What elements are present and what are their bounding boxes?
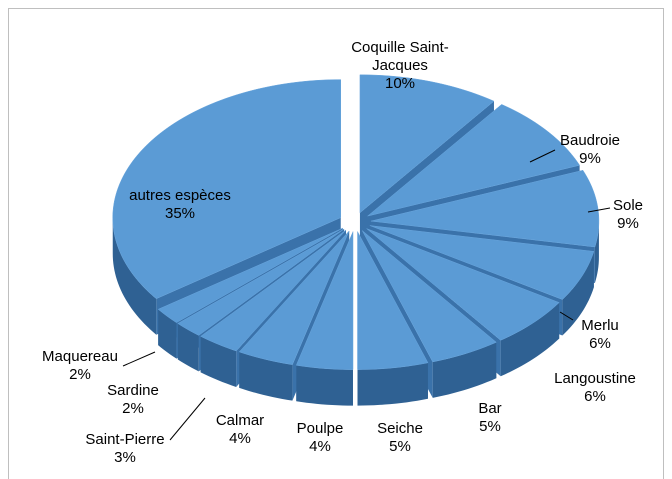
data-label: Baudroie 9% xyxy=(560,132,620,168)
label-name: Seiche xyxy=(377,420,423,437)
leader-line xyxy=(559,311,574,321)
data-label: Sole 9% xyxy=(613,197,643,233)
slice-top xyxy=(177,228,345,336)
slice-top xyxy=(295,231,354,370)
slice-top xyxy=(367,104,581,217)
slice-top xyxy=(238,230,350,365)
slice-top xyxy=(362,230,497,363)
slice-side xyxy=(200,336,237,387)
label-name: Sardine xyxy=(107,382,159,399)
label-value: 5% xyxy=(479,418,501,435)
slice-top xyxy=(157,227,343,323)
leader-line xyxy=(529,149,556,163)
data-label: Maquereau 2% xyxy=(42,348,118,384)
label-name: Saint-Pierre xyxy=(85,431,165,448)
label-value: 35% xyxy=(164,205,196,222)
label-value: 6% xyxy=(584,388,606,405)
data-label: Poulpe 4% xyxy=(297,420,344,456)
label-value: 6% xyxy=(589,335,611,352)
slice-side xyxy=(357,362,428,406)
slice-side xyxy=(562,251,594,336)
slice-side xyxy=(158,309,177,359)
label-name: Langoustine xyxy=(554,370,636,387)
label-value: 2% xyxy=(69,366,91,383)
label-value: 10% xyxy=(384,75,416,92)
data-label: Seiche 5% xyxy=(377,420,423,456)
slice-top xyxy=(370,170,600,248)
slice-side xyxy=(112,217,157,335)
label-value: 9% xyxy=(617,215,639,232)
label-name: Baudroie xyxy=(559,132,621,149)
slice-top xyxy=(112,79,341,300)
slice-side xyxy=(594,221,599,283)
slice xyxy=(357,231,429,406)
label-name: Poulpe xyxy=(296,420,344,437)
slice-top xyxy=(359,74,495,214)
label-name: Bar xyxy=(478,400,502,417)
leader-line xyxy=(122,351,156,367)
data-label: Calmar 4% xyxy=(216,412,264,448)
slice-top xyxy=(200,229,347,352)
label-name: Maquereau xyxy=(42,348,118,365)
label-value: 9% xyxy=(579,150,601,167)
data-label: Sardine 2% xyxy=(107,382,159,418)
label-value: 3% xyxy=(114,449,136,466)
label-name: autres espèces xyxy=(129,187,231,204)
slice-top xyxy=(357,231,429,370)
slice-side xyxy=(177,323,199,372)
slice-top xyxy=(369,225,595,300)
slice-side xyxy=(432,342,497,398)
slice-side xyxy=(500,302,560,377)
data-label: Merlu 6% xyxy=(581,317,619,353)
slice-top xyxy=(366,228,560,341)
slice-side xyxy=(296,365,353,406)
data-label: Saint-Pierre 3% xyxy=(85,431,164,467)
label-name: Merlu xyxy=(581,317,619,334)
slice-side xyxy=(239,351,293,401)
label-name: Sole xyxy=(612,197,644,214)
slice xyxy=(295,231,354,406)
label-value: 4% xyxy=(229,430,251,447)
label-name: Coquille Saint-Jacques xyxy=(351,39,449,74)
data-label: Bar 5% xyxy=(478,400,501,436)
data-label: Coquille Saint-Jacques 10% xyxy=(330,39,470,93)
label-value: 2% xyxy=(122,400,144,417)
data-label: Langoustine 6% xyxy=(554,370,636,406)
leader-line xyxy=(169,397,206,441)
label-value: 5% xyxy=(389,438,411,455)
leader-line xyxy=(587,207,611,213)
label-value: 4% xyxy=(309,438,331,455)
label-name: Calmar xyxy=(215,412,265,429)
data-label: autres espèces 35% xyxy=(125,187,235,223)
